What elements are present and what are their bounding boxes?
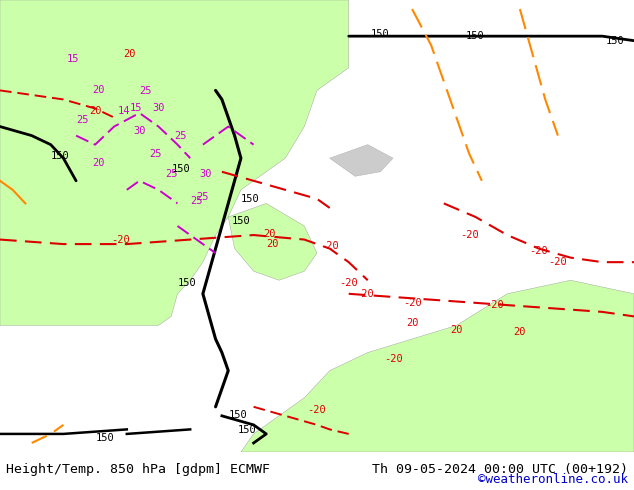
Text: ©weatheronline.co.uk: ©weatheronline.co.uk [477, 473, 628, 486]
Text: -20: -20 [355, 289, 374, 299]
Text: 150: 150 [371, 29, 390, 39]
Text: 30: 30 [133, 126, 146, 136]
Text: 20: 20 [450, 325, 463, 335]
Text: 20: 20 [89, 106, 101, 116]
Text: -20: -20 [111, 235, 130, 245]
Text: 25: 25 [149, 148, 162, 159]
Text: 25: 25 [190, 196, 203, 206]
Text: 150: 150 [51, 151, 70, 161]
Text: -20: -20 [529, 246, 548, 256]
Text: 150: 150 [231, 217, 250, 226]
Text: 30: 30 [200, 169, 212, 179]
Text: -20: -20 [485, 300, 504, 310]
Polygon shape [330, 145, 393, 176]
Text: 150: 150 [95, 433, 114, 442]
Text: Height/Temp. 850 hPa [gdpm] ECMWF: Height/Temp. 850 hPa [gdpm] ECMWF [6, 463, 270, 476]
Text: 25: 25 [197, 192, 209, 201]
Polygon shape [241, 280, 634, 452]
Text: 150: 150 [466, 31, 485, 41]
Text: 20: 20 [92, 158, 105, 168]
Text: 150: 150 [605, 36, 624, 46]
Text: 15: 15 [130, 103, 143, 114]
Text: 20: 20 [263, 229, 276, 239]
Text: -20: -20 [460, 230, 479, 240]
Text: 25: 25 [139, 86, 152, 97]
Polygon shape [228, 203, 317, 280]
Text: 20: 20 [514, 327, 526, 337]
Text: 150: 150 [241, 194, 260, 204]
Text: Th 09-05-2024 00:00 UTC (00+192): Th 09-05-2024 00:00 UTC (00+192) [372, 463, 628, 476]
Text: 150: 150 [238, 425, 257, 435]
Text: 20: 20 [406, 318, 418, 328]
Text: -20: -20 [320, 242, 339, 251]
Text: 150: 150 [171, 165, 190, 174]
Text: 15: 15 [67, 54, 79, 64]
Text: 20: 20 [266, 239, 279, 249]
Polygon shape [0, 0, 349, 325]
Text: -20: -20 [384, 354, 403, 365]
Text: 20: 20 [124, 49, 136, 59]
Text: 14: 14 [117, 106, 130, 116]
Text: 25: 25 [174, 131, 187, 141]
Text: 20: 20 [92, 85, 105, 96]
Text: 150: 150 [178, 277, 197, 288]
Text: 25: 25 [76, 115, 89, 125]
Text: -20: -20 [339, 277, 358, 288]
Text: 25: 25 [165, 169, 178, 179]
Text: -20: -20 [307, 405, 327, 415]
Text: -20: -20 [548, 257, 567, 267]
Text: -20: -20 [403, 298, 422, 308]
Text: 150: 150 [228, 410, 247, 420]
Text: 30: 30 [152, 103, 165, 114]
